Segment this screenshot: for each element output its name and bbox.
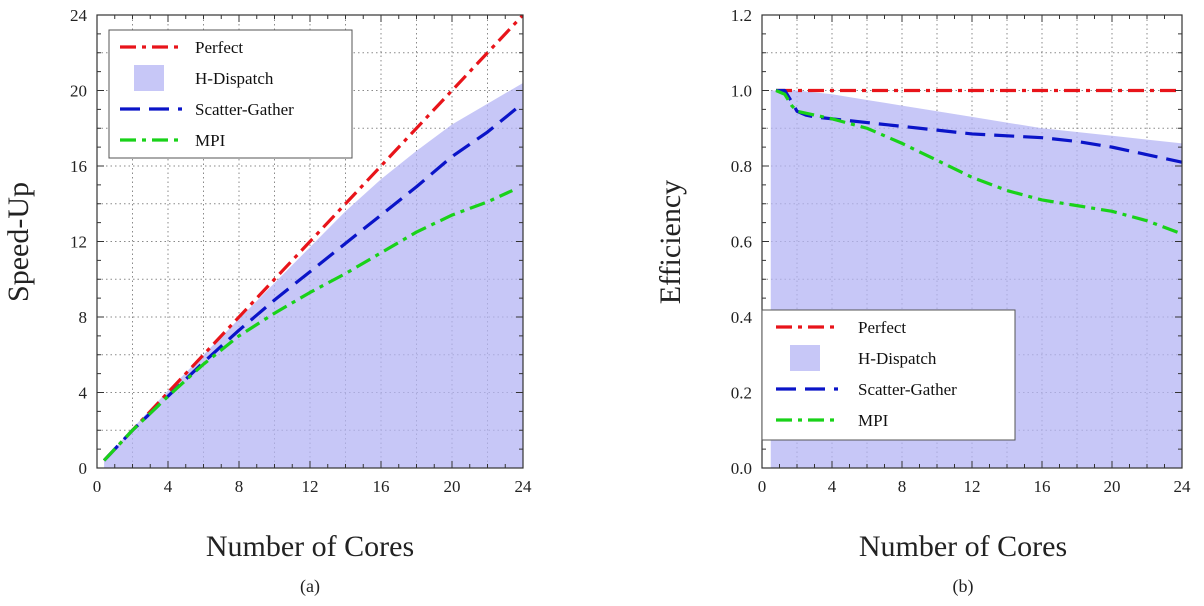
legend-label-perfect: Perfect <box>195 38 243 57</box>
legend-swatch-h-dispatch <box>134 65 164 91</box>
legend-item-perfect: Perfect <box>120 38 243 57</box>
y-tick-label: 1.2 <box>731 6 752 25</box>
y-axis-label: Speed-Up <box>2 182 35 302</box>
legend: Perfect H-Dispatch Scatter-Gather MPI <box>108 29 353 159</box>
x-tick-label: 4 <box>828 477 837 496</box>
legend-label-scatter-gather: Scatter-Gather <box>858 380 957 399</box>
y-tick-label: 0.0 <box>731 459 752 478</box>
y-axis-label: Efficiency <box>654 180 687 304</box>
y-tick-label: 20 <box>70 82 87 101</box>
x-tick-label: 16 <box>373 477 390 496</box>
legend-item-mpi: MPI <box>120 131 226 150</box>
x-tick-label: 20 <box>444 477 461 496</box>
legend-item-scatter-gather: Scatter-Gather <box>120 100 294 119</box>
y-tick-label: 0.2 <box>731 384 752 403</box>
x-tick-label: 0 <box>758 477 767 496</box>
efficiency-chart: 0 4 8 12 16 20 24 0.0 0.2 0.4 0.6 0.8 1.0 1.2 Number… <box>654 6 1191 597</box>
legend-label-mpi: MPI <box>195 131 226 150</box>
panel-caption: (a) <box>300 576 320 597</box>
x-axis-label: Number of Cores <box>206 530 414 563</box>
x-tick-labels: 0 4 8 12 16 20 24 <box>93 477 532 496</box>
legend-label-h-dispatch: H-Dispatch <box>858 349 937 368</box>
y-tick-labels: 0.0 0.2 0.4 0.6 0.8 1.0 1.2 <box>731 6 753 478</box>
series-line-mpi <box>102 189 514 462</box>
y-tick-label: 0.6 <box>731 233 752 252</box>
legend-item-perfect: Perfect <box>776 318 906 337</box>
x-tick-label: 8 <box>235 477 244 496</box>
x-axis-label: Number of Cores <box>859 530 1067 563</box>
x-tick-label: 8 <box>898 477 907 496</box>
y-tick-label: 0.8 <box>731 157 752 176</box>
x-tick-label: 24 <box>1174 477 1192 496</box>
x-tick-label: 20 <box>1104 477 1121 496</box>
legend-label-perfect: Perfect <box>858 318 906 337</box>
tick-marks <box>96 14 524 469</box>
y-tick-label: 24 <box>70 6 88 25</box>
y-tick-label: 8 <box>79 308 88 327</box>
series-line-perfect <box>102 15 523 462</box>
x-tick-labels: 0 4 8 12 16 20 24 <box>758 477 1191 496</box>
y-tick-label: 16 <box>70 157 87 176</box>
x-tick-label: 12 <box>302 477 319 496</box>
series-area-h-dispatch <box>104 82 523 468</box>
legend-box <box>761 309 1016 441</box>
series-layer <box>102 15 523 468</box>
legend-box <box>108 29 353 159</box>
legend-item-h-dispatch: H-Dispatch <box>134 65 274 91</box>
x-tick-label: 4 <box>164 477 173 496</box>
legend-label-h-dispatch: H-Dispatch <box>195 69 274 88</box>
legend-swatch-h-dispatch <box>790 345 820 371</box>
legend-item-h-dispatch: H-Dispatch <box>790 345 937 371</box>
x-tick-label: 12 <box>964 477 981 496</box>
legend-label-mpi: MPI <box>858 411 889 430</box>
series-line-scatter-gather <box>776 88 1182 164</box>
y-tick-labels: 0 4 8 12 16 20 24 <box>70 6 88 478</box>
y-tick-label: 12 <box>70 233 87 252</box>
y-tick-label: 0 <box>79 459 88 478</box>
y-tick-label: 4 <box>79 384 88 403</box>
x-tick-label: 16 <box>1034 477 1051 496</box>
legend: Perfect H-Dispatch Scatter-Gather MPI <box>761 309 1016 441</box>
x-tick-label: 0 <box>93 477 102 496</box>
x-tick-label: 24 <box>515 477 533 496</box>
y-tick-label: 1.0 <box>731 82 752 101</box>
legend-item-mpi: MPI <box>776 411 889 430</box>
legend-label-scatter-gather: Scatter-Gather <box>195 100 294 119</box>
legend-item-scatter-gather: Scatter-Gather <box>776 380 957 399</box>
y-tick-label: 0.4 <box>731 308 753 327</box>
panel-caption: (b) <box>953 576 974 597</box>
series-line-mpi <box>775 89 1182 236</box>
series-line-scatter-gather <box>102 106 519 462</box>
